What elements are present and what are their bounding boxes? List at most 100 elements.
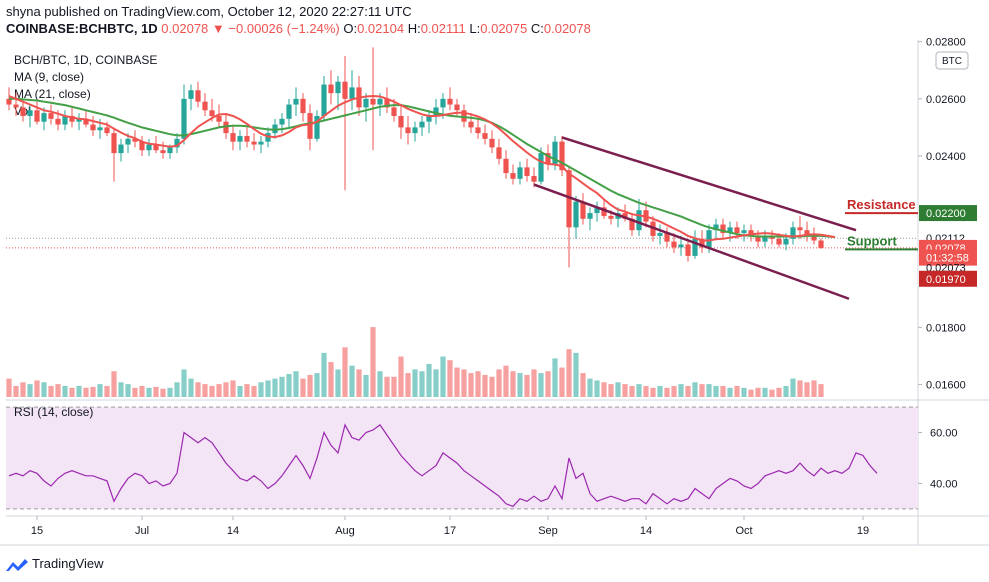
- volume-bar: [573, 352, 579, 397]
- volume-bar: [531, 369, 537, 397]
- volume-bar: [748, 389, 754, 397]
- volume-bar: [139, 385, 145, 397]
- ma9-line: [8, 94, 836, 242]
- volume-bar: [496, 369, 502, 397]
- high-value: 0.02111: [420, 21, 466, 36]
- upper-channel-line: [561, 136, 857, 232]
- volume-bar: [755, 387, 761, 397]
- candle-body: [223, 121, 229, 134]
- candle-body: [468, 121, 474, 128]
- volume-bar: [69, 387, 75, 397]
- candle-body: [97, 127, 103, 131]
- price-label-bg: [919, 270, 977, 287]
- candle-body: [678, 244, 684, 248]
- volume-bar: [538, 373, 544, 397]
- volume-bar: [783, 385, 789, 397]
- volume-bar: [6, 378, 12, 397]
- volume-bar: [426, 363, 432, 397]
- candle-body: [720, 224, 726, 234]
- y-tick-label: 0.02400: [926, 151, 966, 163]
- volume-bar: [230, 380, 236, 397]
- candle-body: [384, 98, 390, 108]
- rsi-band: [6, 407, 918, 509]
- volume-bar: [622, 384, 628, 397]
- volume-bar: [111, 371, 117, 397]
- candle-body: [741, 230, 747, 234]
- rsi-line: [8, 423, 878, 508]
- candle-body: [195, 90, 201, 102]
- candle-body: [41, 113, 47, 122]
- candle-body: [34, 110, 40, 122]
- legend-title: BCH/BTC, 1D, COINBASE: [14, 53, 157, 67]
- candle-body: [83, 118, 89, 125]
- candle-body: [475, 127, 481, 134]
- volume-bar: [244, 384, 250, 397]
- candle-body: [790, 227, 796, 239]
- candle-body: [461, 110, 467, 122]
- volume-bar: [307, 374, 313, 397]
- volume-bar: [104, 385, 110, 397]
- candle-body: [139, 141, 145, 151]
- candle-body: [328, 84, 334, 94]
- candle-body: [167, 147, 173, 154]
- x-tick-label: 14: [227, 525, 239, 537]
- candle-body: [664, 233, 670, 242]
- volume-bar: [797, 380, 803, 397]
- volume-bar: [34, 380, 40, 397]
- legend-ma9: MA (9, close): [14, 70, 84, 84]
- candle-body: [587, 213, 593, 219]
- volume-bar: [300, 378, 306, 397]
- close-value: 0.02078: [543, 21, 591, 36]
- rsi-tick-label: 40.00: [930, 478, 958, 490]
- candle-body: [370, 98, 376, 105]
- candle-body: [433, 107, 439, 116]
- volume-bar: [713, 385, 719, 397]
- volume-bar: [195, 382, 201, 397]
- candle-body: [482, 133, 488, 139]
- candle-body: [447, 98, 453, 105]
- tradingview-mark-icon: [6, 558, 28, 571]
- candle-body: [727, 227, 733, 234]
- candle-body: [13, 104, 19, 108]
- high-key: H:: [407, 21, 421, 36]
- volume-bar: [398, 356, 404, 397]
- candle-body: [776, 238, 782, 245]
- price-label-bg: [919, 249, 977, 266]
- candle-body: [762, 235, 768, 242]
- candle-body: [27, 110, 33, 116]
- volume-bar: [601, 382, 607, 397]
- price-pane: [6, 40, 918, 397]
- volume-bar: [76, 385, 82, 397]
- candle-body: [685, 244, 691, 256]
- candle-body: [489, 138, 495, 148]
- candle-body: [279, 118, 285, 125]
- volume-bar: [125, 384, 131, 397]
- volume-bar: [636, 384, 642, 397]
- volume-bar: [272, 378, 278, 397]
- candle-body: [251, 141, 257, 145]
- volume-bar: [447, 360, 453, 397]
- candle-body: [440, 98, 446, 108]
- volume-bar: [370, 327, 376, 397]
- candle-body: [230, 133, 236, 142]
- candle-body: [531, 175, 537, 182]
- candle-body: [419, 121, 425, 128]
- volume-bar: [27, 384, 33, 397]
- rsi-title: RSI (14, close): [14, 405, 93, 419]
- candle-body: [104, 127, 110, 134]
- volume-bar: [657, 385, 663, 397]
- volume-bar: [692, 382, 698, 397]
- candle-body: [538, 153, 544, 182]
- volume-bar: [286, 374, 292, 397]
- volume-bar: [643, 385, 649, 397]
- volume-bar: [503, 365, 509, 397]
- volume-bar: [741, 387, 747, 397]
- volume-bar: [216, 384, 222, 397]
- tradingview-logo: TradingView: [6, 556, 104, 571]
- candle-body: [391, 107, 397, 116]
- volume-bar: [454, 367, 460, 397]
- candle-body: [146, 144, 152, 151]
- volume-bar: [237, 385, 243, 397]
- volume-bar: [328, 362, 334, 397]
